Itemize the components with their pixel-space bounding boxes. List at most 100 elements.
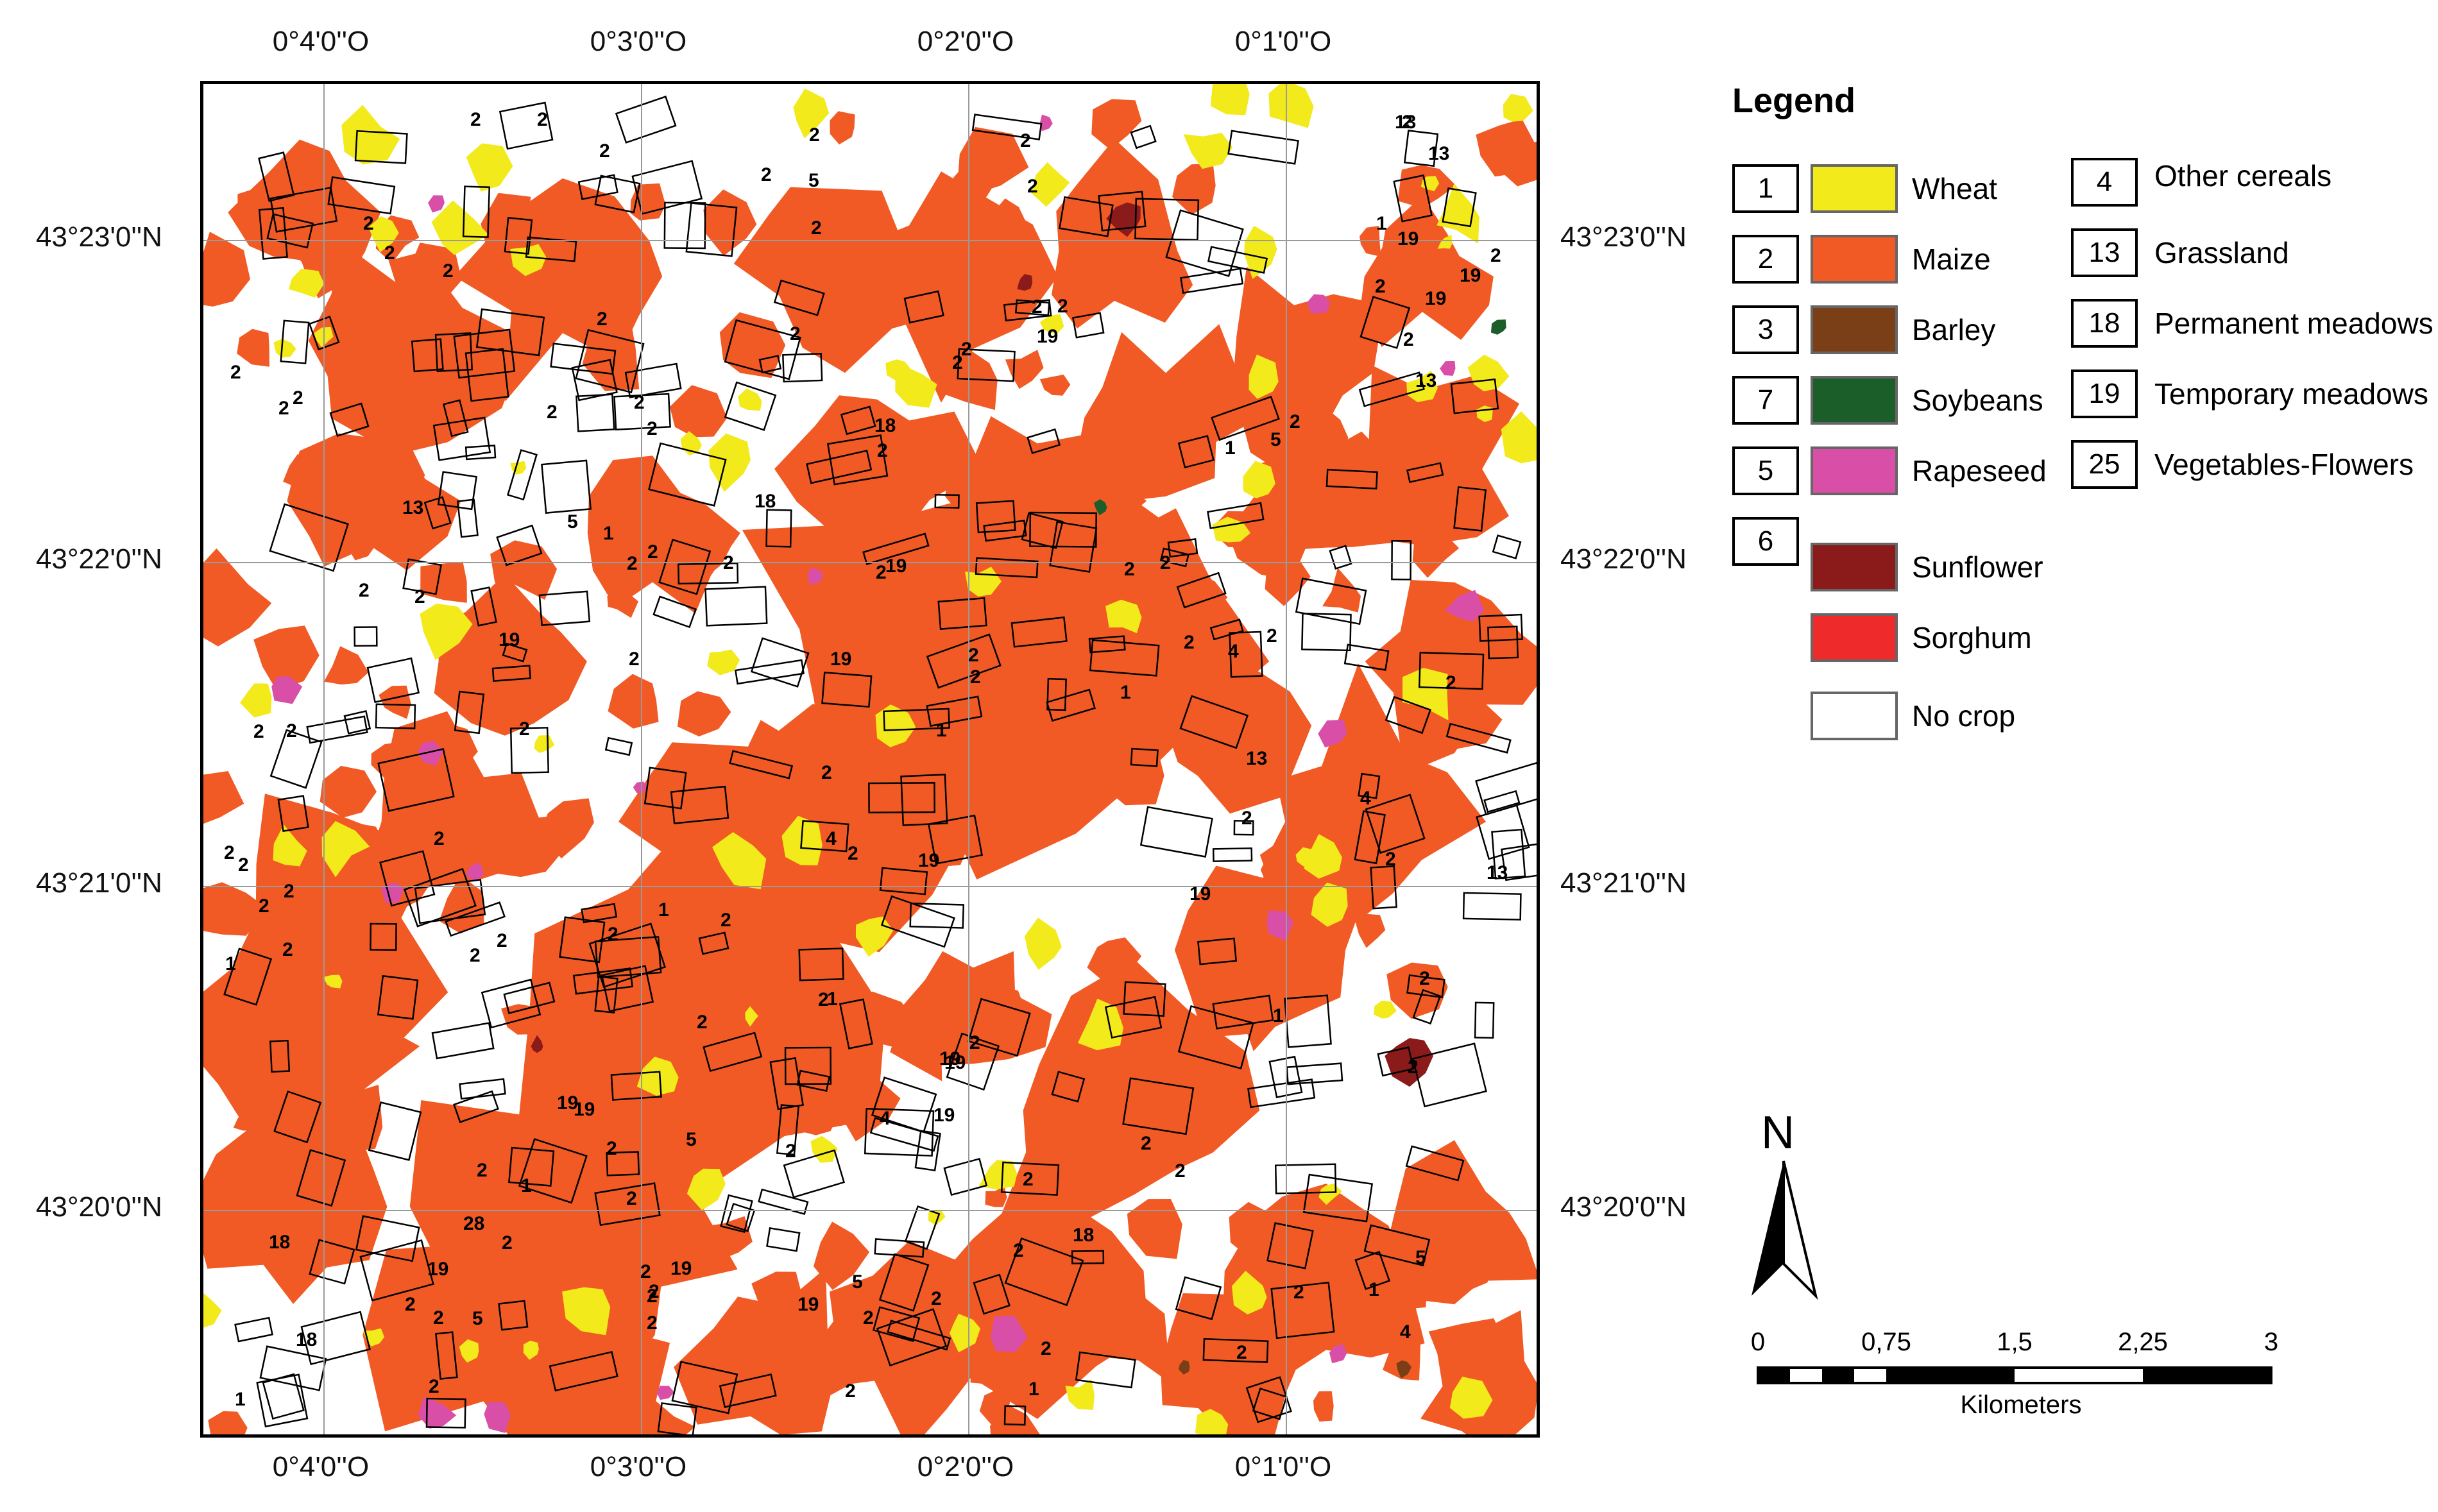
legend-label-barley: Barley bbox=[1912, 313, 1996, 346]
coord-right-1: 43°22'0''N bbox=[1560, 543, 1687, 575]
field-parcel-outline bbox=[1406, 462, 1444, 483]
field-parcel-outline bbox=[1268, 1055, 1303, 1098]
field-parcel-outline bbox=[559, 916, 606, 964]
field-code-label: 19 bbox=[918, 850, 939, 871]
field-code-label: 13 bbox=[1395, 112, 1416, 133]
maize-patch bbox=[1381, 223, 1443, 287]
field-parcel-outline bbox=[658, 538, 712, 595]
field-code-label: 19 bbox=[574, 1099, 595, 1120]
maize-patch bbox=[344, 538, 375, 561]
field-parcel-outline bbox=[776, 1104, 800, 1156]
field-parcel-outline bbox=[769, 1057, 805, 1110]
field-parcel-outline bbox=[453, 328, 516, 379]
field-parcel-outline bbox=[379, 850, 436, 907]
field-parcel-outline bbox=[734, 659, 805, 685]
rapeseed-patch bbox=[271, 676, 303, 704]
field-parcel-outline bbox=[1207, 246, 1268, 274]
field-parcel-outline bbox=[572, 967, 634, 995]
field-parcel-outline bbox=[1071, 312, 1105, 339]
maize-patch bbox=[237, 328, 269, 367]
field-parcel-outline bbox=[538, 590, 591, 626]
maize-patch bbox=[731, 942, 760, 964]
field-parcel-outline bbox=[423, 496, 452, 530]
field-code-label: 19 bbox=[1037, 326, 1058, 347]
field-code-label: 19 bbox=[427, 1259, 448, 1280]
field-parcel-outline bbox=[442, 399, 469, 437]
field-code-label: 19 bbox=[1189, 883, 1211, 905]
wheat-patch bbox=[323, 974, 343, 989]
field-parcel-outline bbox=[871, 1076, 937, 1134]
legend-swatch-soybeans bbox=[1811, 376, 1898, 425]
field-parcel-outline bbox=[1245, 1376, 1292, 1423]
field-parcel-outline bbox=[1075, 1351, 1136, 1389]
field-parcel-outline bbox=[366, 657, 420, 704]
maize-patch bbox=[539, 798, 594, 859]
field-code-label: 2 bbox=[1402, 112, 1413, 133]
field-parcel-outline bbox=[437, 471, 477, 511]
maize-patch bbox=[821, 1310, 886, 1379]
field-code-label: 2 bbox=[697, 1012, 708, 1033]
maize-patch bbox=[312, 1085, 383, 1153]
field-parcel-outline bbox=[1270, 1282, 1335, 1339]
wheat-patch bbox=[273, 824, 307, 867]
legend-swatch-no-crop bbox=[1811, 692, 1898, 740]
field-parcel-outline bbox=[577, 174, 618, 200]
field-parcel-outline bbox=[1130, 124, 1157, 149]
maize-patch bbox=[1129, 1083, 1184, 1159]
field-code-label: 2 bbox=[414, 586, 425, 607]
field-parcel-outline bbox=[1176, 572, 1227, 609]
field-parcel-outline bbox=[1487, 625, 1519, 659]
field-parcel-outline bbox=[765, 509, 792, 548]
field-code-label: 2 bbox=[293, 387, 303, 409]
maize-patch bbox=[1100, 742, 1164, 806]
maize-patch bbox=[1001, 435, 1025, 464]
field-code-label: 2 bbox=[282, 939, 293, 960]
field-code-label: 1 bbox=[936, 720, 947, 741]
wheat-patch bbox=[978, 1160, 1018, 1190]
maize-patch bbox=[208, 1411, 248, 1434]
maize-patch bbox=[203, 232, 250, 307]
field-parcel-outline bbox=[1343, 643, 1390, 671]
wheat-patch bbox=[738, 388, 762, 411]
scale-tick-4: 3 bbox=[2263, 1328, 2279, 1356]
wheat-patch bbox=[203, 1293, 222, 1328]
north-arrow-letter: N bbox=[1761, 1107, 1794, 1159]
field-parcel-outline bbox=[1180, 268, 1244, 294]
maize-region bbox=[1383, 1140, 1537, 1305]
maize-patch bbox=[1039, 375, 1071, 396]
field-code-label: 2 bbox=[1266, 625, 1277, 647]
field-code-label: 2 bbox=[634, 392, 645, 413]
field-code-label: 19 bbox=[557, 1092, 578, 1114]
field-code-label: 5 bbox=[686, 1129, 697, 1150]
wheat-patch bbox=[1449, 1377, 1493, 1419]
field-code-label: 18 bbox=[296, 1329, 317, 1350]
field-parcel-outline bbox=[1462, 892, 1522, 921]
field-code-label: 2 bbox=[877, 440, 888, 461]
field-code-label: 2 bbox=[626, 1188, 637, 1209]
sunflower-patch bbox=[1017, 274, 1033, 291]
maize-patch bbox=[984, 697, 1057, 781]
field-code-label: 19 bbox=[670, 1258, 692, 1279]
maize-patch bbox=[237, 187, 297, 241]
field-parcel-outline bbox=[1123, 981, 1166, 1017]
field-parcel-outline bbox=[550, 343, 617, 375]
field-code-label: 13 bbox=[1246, 748, 1267, 769]
field-parcel-outline bbox=[946, 1032, 1000, 1091]
field-parcel-outline bbox=[934, 494, 960, 509]
field-parcel-outline bbox=[475, 308, 545, 357]
field-code-label: 2 bbox=[1290, 411, 1300, 432]
field-code-label: 2 bbox=[1013, 1240, 1024, 1261]
coord-bottom-3: 0°1'0''O bbox=[1234, 1451, 1332, 1482]
field-code-label: 2 bbox=[238, 854, 249, 876]
wheat-patch bbox=[712, 832, 767, 890]
wheat-patch bbox=[420, 603, 473, 660]
coord-left-3: 43°20'0''N bbox=[36, 1191, 162, 1223]
field-parcel-outline bbox=[329, 402, 370, 437]
field-parcel-outline bbox=[973, 1273, 1010, 1315]
maize-patch bbox=[608, 674, 659, 729]
field-code-label: 2 bbox=[1160, 552, 1171, 573]
rapeseed-patch bbox=[428, 195, 445, 213]
field-parcel-outline bbox=[703, 1032, 763, 1073]
scale-tick-1: 0,75 bbox=[1861, 1328, 1911, 1356]
scale-tick-3: 2,25 bbox=[2118, 1328, 2168, 1356]
